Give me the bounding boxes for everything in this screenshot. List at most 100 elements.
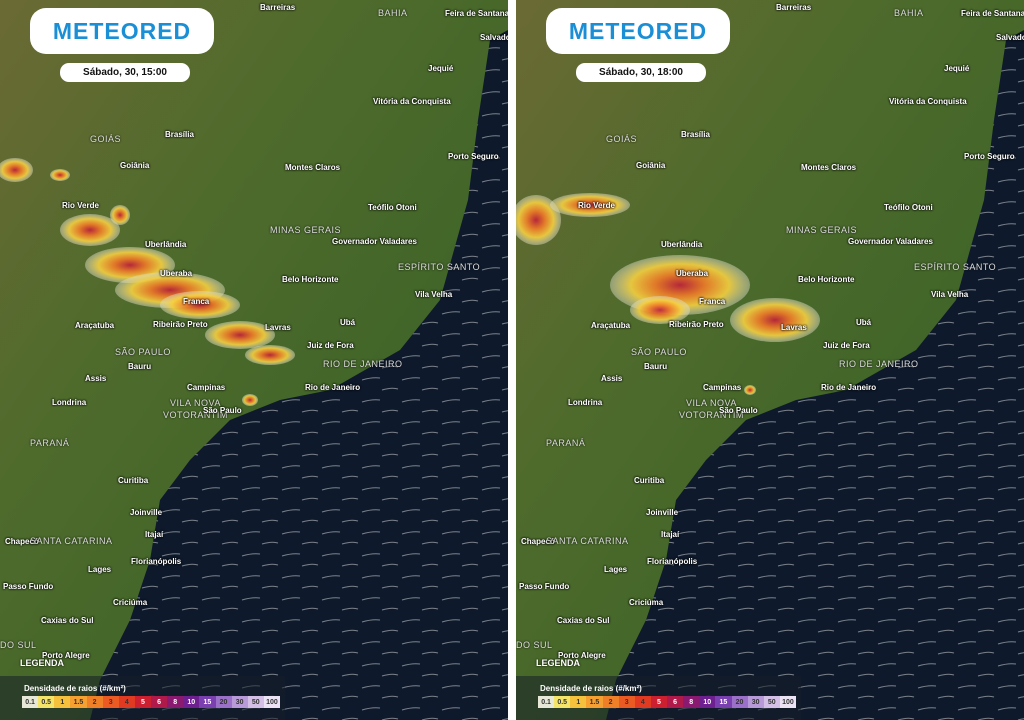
legend-tick: 30 bbox=[231, 696, 248, 708]
place-label: Franca bbox=[699, 297, 726, 306]
lightning-area bbox=[242, 394, 258, 406]
legend-tick: 5 bbox=[134, 696, 151, 708]
place-label: Feira de Santana bbox=[961, 9, 1024, 18]
place-label: Governador Valadares bbox=[332, 237, 417, 246]
legend: Densidade de raios (#/km²) 0.1 0.5 1 1.5 2 3 4 5… bbox=[516, 676, 801, 720]
place-label: Criciúma bbox=[629, 598, 664, 607]
time-badge: Sábado, 30, 18:00 bbox=[576, 63, 706, 82]
legend-tick: 100 bbox=[779, 696, 796, 708]
legend-tick: 15 bbox=[199, 696, 216, 708]
place-label: Lages bbox=[88, 565, 112, 574]
logo: METEORED bbox=[546, 8, 730, 54]
place-label: Ubá bbox=[856, 318, 872, 327]
legend-tick: 10 bbox=[699, 696, 716, 708]
place-label: Bauru bbox=[644, 362, 668, 371]
place-label: Lages bbox=[604, 565, 628, 574]
legend-tick: 4 bbox=[634, 696, 651, 708]
legend-tick: 100 bbox=[263, 696, 280, 708]
legend-tick: 30 bbox=[747, 696, 764, 708]
place-label: Chapecó bbox=[521, 537, 555, 546]
map-background bbox=[0, 0, 508, 720]
place-label: Uberaba bbox=[676, 269, 709, 278]
legend-tick: 0.5 bbox=[38, 696, 55, 708]
legend-heading: LEGENDA bbox=[536, 658, 581, 668]
place-label: Joinville bbox=[130, 508, 163, 517]
map-panel: METEORED Sábado, 30, 15:00 Barreiras BAHIA F… bbox=[0, 0, 508, 720]
place-label: Lavras bbox=[265, 323, 291, 332]
place-label: Brasília bbox=[681, 130, 710, 139]
legend-tick: 6 bbox=[667, 696, 684, 708]
place-label: Passo Fundo bbox=[3, 582, 54, 591]
place-label: Campinas bbox=[187, 383, 226, 392]
place-label: Assis bbox=[85, 374, 107, 383]
state-label: BAHIA bbox=[894, 8, 924, 18]
legend-tick: 1 bbox=[54, 696, 71, 708]
place-label: Londrina bbox=[568, 398, 603, 407]
place-label: Joinville bbox=[646, 508, 679, 517]
place-label: Uberlândia bbox=[661, 240, 703, 249]
place-label: Brasília bbox=[165, 130, 194, 139]
state-label: SANTA CATARINA bbox=[30, 536, 113, 546]
place-label: Ubá bbox=[340, 318, 356, 327]
logo: METEORED bbox=[30, 8, 214, 54]
place-label: Porto Seguro bbox=[448, 152, 499, 161]
state-label: VOTORANTIM bbox=[163, 410, 228, 420]
legend: Densidade de raios (#/km²) 0.1 0.5 1 1.5 2 3 4 5… bbox=[0, 676, 285, 720]
lightning-area bbox=[516, 195, 561, 245]
legend-tick: 50 bbox=[247, 696, 264, 708]
state-label: DO SUL bbox=[0, 640, 37, 650]
place-label: Rio Verde bbox=[578, 201, 615, 210]
place-label: Belo Horizonte bbox=[282, 275, 339, 284]
place-label: Curitiba bbox=[634, 476, 665, 485]
state-label: GOIÁS bbox=[90, 134, 122, 144]
place-label: Governador Valadares bbox=[848, 237, 933, 246]
place-label: Uberlândia bbox=[145, 240, 187, 249]
place-label: Teófilo Otoni bbox=[884, 203, 933, 212]
place-label: Chapecó bbox=[5, 537, 39, 546]
place-label: São Paulo bbox=[719, 406, 758, 415]
lightning-area bbox=[245, 345, 295, 365]
place-label: Montes Claros bbox=[285, 163, 341, 172]
state-label: GOIÁS bbox=[606, 134, 638, 144]
place-label: Curitiba bbox=[118, 476, 149, 485]
place-label: Salvador bbox=[996, 33, 1024, 42]
lightning-area bbox=[110, 205, 130, 225]
map-background bbox=[516, 0, 1024, 720]
legend-colorbar: 0.1 0.5 1 1.5 2 3 4 5 6 8 10 15 20 30 50 100 bbox=[538, 696, 796, 708]
state-label: VILA NOVA bbox=[170, 398, 221, 408]
place-label: Ribeirão Preto bbox=[153, 320, 208, 329]
place-label: Salvador bbox=[480, 33, 508, 42]
state-label: BAHIA bbox=[378, 8, 408, 18]
place-label: Criciúma bbox=[113, 598, 148, 607]
legend-heading: LEGENDA bbox=[20, 658, 65, 668]
legend-tick: 1 bbox=[570, 696, 587, 708]
place-label: Porto Seguro bbox=[964, 152, 1015, 161]
state-label: RIO DE JANEIRO bbox=[839, 359, 919, 369]
legend-tick: 3 bbox=[618, 696, 635, 708]
place-label: Barreiras bbox=[776, 3, 812, 12]
place-label: Jequié bbox=[428, 64, 454, 73]
place-label: Vila Velha bbox=[415, 290, 453, 299]
place-label: Teófilo Otoni bbox=[368, 203, 417, 212]
lightning-area bbox=[550, 193, 630, 217]
state-label: VILA NOVA bbox=[686, 398, 737, 408]
place-label: Barreiras bbox=[260, 3, 296, 12]
place-label: Juiz de Fora bbox=[307, 341, 354, 350]
lightning-area bbox=[60, 214, 120, 246]
legend-tick: 6 bbox=[151, 696, 168, 708]
place-label: Uberaba bbox=[160, 269, 193, 278]
map-panel: METEORED Sábado, 30, 18:00 Barreiras BAHIA F… bbox=[516, 0, 1024, 720]
place-label: Franca bbox=[183, 297, 210, 306]
state-label: ESPÍRITO SANTO bbox=[398, 262, 481, 272]
lightning-area bbox=[50, 169, 70, 181]
place-label: Passo Fundo bbox=[519, 582, 570, 591]
legend-tick: 10 bbox=[183, 696, 200, 708]
place-label: Porto Alegre bbox=[42, 651, 90, 660]
legend-tick: 15 bbox=[715, 696, 732, 708]
state-label: SÃO PAULO bbox=[631, 347, 687, 357]
place-label: Vila Velha bbox=[931, 290, 969, 299]
place-label: Porto Alegre bbox=[558, 651, 606, 660]
legend-title: Densidade de raios (#/km²) bbox=[24, 684, 126, 693]
place-label: Araçatuba bbox=[591, 321, 631, 330]
